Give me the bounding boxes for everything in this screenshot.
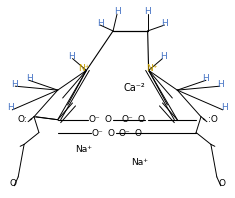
Text: H: H (114, 7, 120, 16)
Text: H: H (97, 19, 104, 28)
Text: O⁻: O⁻ (88, 115, 100, 124)
Text: H: H (160, 52, 167, 61)
Text: O⁻: O⁻ (91, 129, 103, 138)
Text: H: H (26, 74, 32, 83)
Text: Ca⁻²: Ca⁻² (124, 83, 146, 93)
Text: N⁺: N⁺ (146, 64, 157, 73)
Text: H: H (203, 74, 209, 83)
Text: O: O (218, 179, 225, 188)
Text: O⁻: O⁻ (121, 115, 133, 124)
Text: O⁻: O⁻ (118, 129, 130, 138)
Text: Na⁺: Na⁺ (75, 145, 92, 154)
Text: O: O (137, 115, 144, 124)
Text: H: H (7, 103, 14, 112)
Text: O:: O: (17, 115, 27, 124)
Text: O: O (134, 129, 141, 138)
Text: H: H (11, 80, 18, 89)
Text: O: O (105, 115, 112, 124)
Text: H: H (217, 80, 224, 89)
Text: Na⁺: Na⁺ (131, 158, 148, 167)
Text: O: O (108, 129, 115, 138)
Text: H: H (221, 103, 228, 112)
Text: H: H (161, 19, 168, 28)
Text: H: H (68, 52, 75, 61)
Text: O: O (10, 179, 17, 188)
Text: :O: :O (208, 115, 218, 124)
Text: N⁺: N⁺ (78, 64, 89, 73)
Text: H: H (144, 7, 151, 16)
